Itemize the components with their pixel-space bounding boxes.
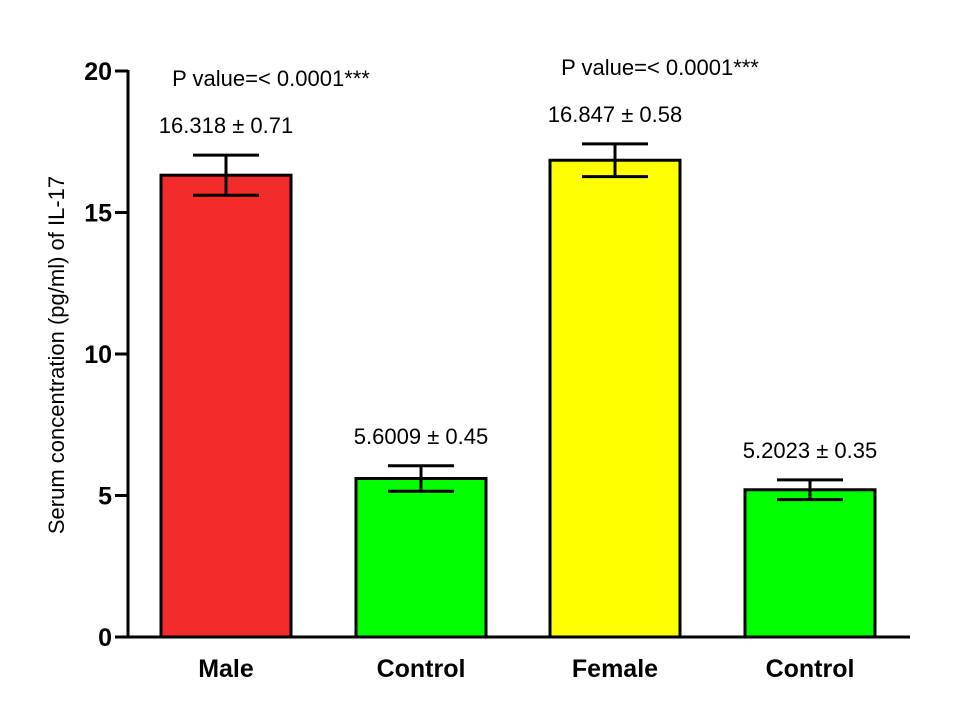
- bar-0: [159, 173, 293, 639]
- x-category-label-3: Control: [766, 655, 855, 683]
- data-label-2: 16.847 ± 0.58: [548, 102, 682, 127]
- bars-layer: [159, 158, 877, 639]
- y-tick-label-15: 15: [84, 200, 112, 228]
- data-label-3: 5.2023 ± 0.35: [743, 438, 877, 463]
- y-axis-label: Serum concentration (pg/ml) of IL-17: [44, 176, 69, 534]
- axes-layer: [115, 69, 910, 639]
- y-tick-label-10: 10: [84, 341, 112, 369]
- bar-3: [743, 488, 877, 639]
- y-tick-label-20: 20: [84, 58, 112, 86]
- x-category-label-2: Female: [572, 655, 658, 683]
- bar-2: [548, 158, 682, 639]
- y-tick-label-5: 5: [98, 483, 112, 511]
- x-category-label-1: Control: [377, 655, 466, 683]
- error-bars-layer: [193, 142, 843, 502]
- x-category-label-0: Male: [198, 655, 254, 683]
- p-value-annotation-0: P value=< 0.0001***: [172, 66, 370, 91]
- data-label-1: 5.6009 ± 0.45: [354, 424, 488, 449]
- data-label-0: 16.318 ± 0.71: [159, 113, 293, 138]
- y-tick-label-0: 0: [98, 624, 112, 652]
- p-value-annotation-1: P value=< 0.0001***: [561, 55, 759, 80]
- labels-layer: 0 5 10 15 20 Male Control Female Control 16.318 ±…: [84, 55, 877, 683]
- bar-1: [354, 476, 488, 639]
